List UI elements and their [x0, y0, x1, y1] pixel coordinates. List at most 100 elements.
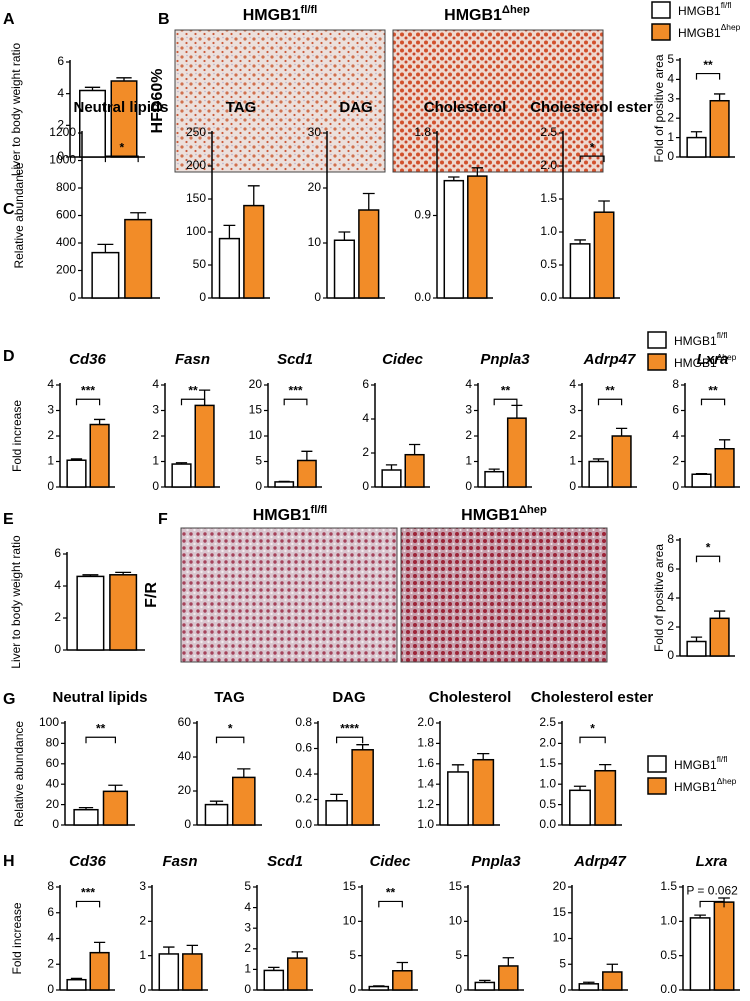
y-tick-label: 2.5 — [540, 125, 557, 139]
error-bar — [330, 793, 343, 801]
chart-title: Adrp47 — [583, 351, 636, 368]
text-main: HMGB1 — [678, 26, 721, 40]
y-tick-label: 2 — [672, 454, 679, 468]
bar — [578, 983, 600, 991]
y-tick-label: 1.0 — [539, 776, 556, 790]
y-tick-label: 2 — [152, 428, 159, 442]
bar — [686, 640, 707, 657]
bar — [158, 953, 180, 991]
error-bar — [511, 404, 523, 419]
significance-bracket — [283, 398, 308, 406]
text-main: HMGB1 — [461, 507, 519, 524]
bar — [443, 179, 465, 299]
error-bar — [385, 464, 398, 470]
significance-bracket — [75, 398, 101, 406]
y-tick-label: 0.8 — [295, 715, 312, 729]
error-bar — [583, 981, 595, 984]
y-tick-label: 1 — [244, 962, 251, 976]
y-tick-label: 0 — [52, 817, 59, 831]
significance-label: *** — [81, 383, 95, 397]
legend-swatch — [647, 755, 667, 773]
significance-bracket — [85, 736, 116, 744]
y-tick-label: 1 — [667, 130, 674, 144]
y-tick-label: 250 — [186, 125, 206, 139]
significance-label: *** — [81, 886, 95, 900]
y-tick-label: 0 — [349, 982, 356, 996]
y-tick-label: 800 — [56, 180, 76, 194]
row-label: HFD60% — [149, 69, 166, 134]
error-bar — [718, 439, 731, 449]
bar — [569, 789, 591, 826]
error-bar — [479, 979, 491, 983]
y-tick-label: 0.0 — [540, 290, 557, 304]
error-bar — [356, 744, 369, 750]
bar — [274, 481, 295, 488]
image-title: HMGB1Δhep — [461, 504, 547, 524]
y-tick-label: 3 — [667, 91, 674, 105]
legend-label: HMGB1fl/fl — [674, 330, 728, 348]
y-tick-label: 6 — [47, 905, 54, 919]
y-tick-label: 2.0 — [540, 158, 557, 172]
y-tick-label: 2 — [667, 110, 674, 124]
legend-swatch — [647, 331, 667, 349]
text-main: HMGB1 — [674, 758, 717, 772]
error-bar — [70, 977, 83, 980]
bar — [91, 251, 120, 299]
significance-bracket — [695, 72, 721, 80]
y-tick-label: 0 — [362, 479, 369, 493]
y-tick-label: 1.0 — [540, 224, 557, 238]
bar — [243, 204, 265, 299]
chart-title: Scd1 — [267, 853, 303, 870]
y-tick-label: 1.4 — [417, 776, 434, 790]
y-tick-label: 3 — [139, 879, 146, 893]
bar — [381, 469, 402, 488]
y-tick-label: 1.0 — [417, 817, 434, 831]
y-tick-label: 0 — [569, 479, 576, 493]
chart-title: Lxra — [696, 853, 728, 870]
error-bar — [130, 212, 147, 220]
bar — [79, 89, 106, 158]
bar — [686, 136, 707, 158]
y-tick-label: 4 — [54, 578, 61, 592]
bar — [709, 99, 730, 158]
y-tick-label: 1.2 — [417, 797, 434, 811]
bar — [263, 969, 285, 991]
y-tick-label: 20 — [308, 180, 322, 194]
text-sup: fl/fl — [311, 504, 328, 516]
y-tick-label: 0 — [465, 479, 472, 493]
bar — [447, 771, 469, 826]
image-title: HMGB1fl/fl — [253, 504, 328, 524]
bar — [714, 448, 735, 488]
y-tick-label: 0 — [244, 982, 251, 996]
error-bar — [93, 418, 106, 425]
bar — [689, 917, 711, 991]
significance-label: ** — [386, 886, 396, 900]
y-tick-label: 4 — [47, 931, 54, 945]
error-bar — [362, 192, 375, 210]
chart-title: Cidec — [370, 853, 412, 870]
y-tick-label: 0 — [559, 982, 566, 996]
bar — [602, 971, 623, 991]
error-bar — [163, 946, 175, 954]
y-tick-label: 6 — [54, 546, 61, 560]
y-axis-label: Fold of positive area — [652, 54, 666, 162]
bar — [66, 459, 87, 488]
error-bar — [408, 443, 421, 455]
error-bar — [373, 985, 385, 987]
significance-bracket — [493, 398, 518, 406]
bar — [124, 218, 153, 299]
chart-title: Fasn — [175, 351, 210, 368]
y-tick-label: 200 — [186, 158, 206, 172]
y-tick-label: 4 — [47, 377, 54, 391]
y-tick-label: 0 — [54, 642, 61, 656]
y-tick-label: 100 — [186, 224, 206, 238]
text-main: HMGB1 — [444, 7, 502, 24]
y-tick-label: 20 — [178, 783, 192, 797]
error-bar — [247, 185, 260, 206]
error-bar — [237, 768, 251, 778]
error-bar — [599, 763, 612, 771]
y-tick-label: 2 — [244, 941, 251, 955]
y-tick-label: 0 — [314, 290, 321, 304]
y-tick-label: 2 — [362, 445, 369, 459]
y-tick-label: 0 — [667, 648, 674, 662]
